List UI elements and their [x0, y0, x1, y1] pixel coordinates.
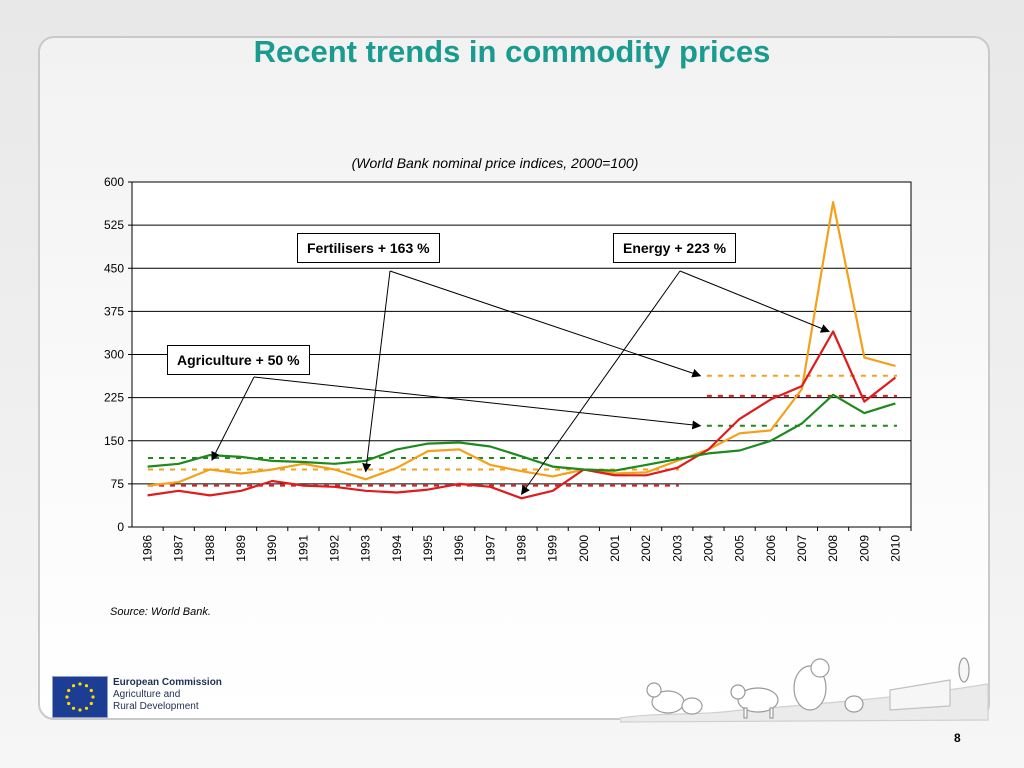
- eu-star-icon: [89, 688, 93, 693]
- y-tick-label: 450: [104, 261, 124, 275]
- energy-callout: Energy + 223 %: [613, 233, 737, 263]
- fertilisers-arrow-2004: [389, 270, 702, 378]
- eu-star-icon: [84, 706, 89, 710]
- eu-star-icon: [89, 701, 93, 706]
- y-tick-label: 525: [104, 218, 124, 232]
- fertilisers-callout: Fertilisers + 163 %: [297, 233, 440, 263]
- chart-axes: 0 75 150 225 300 375 450 525 600 1986 1987 1988 1989…: [104, 175, 912, 562]
- x-tick-label: 1992: [328, 535, 342, 562]
- source-note: Source: World Bank.: [110, 606, 211, 618]
- x-tick-label: 2004: [701, 535, 715, 562]
- x-tick-label: 2010: [888, 535, 902, 562]
- energy-arrow-2008: [679, 270, 830, 333]
- x-tick-label: 1991: [296, 535, 310, 562]
- energy-arrow-1998: [520, 270, 681, 495]
- x-tick-label: 2002: [639, 535, 653, 562]
- eu-star-icon: [67, 701, 71, 706]
- eu-star-icon: [78, 682, 82, 686]
- eu-star-icon: [71, 684, 76, 688]
- y-tick-label: 225: [104, 391, 124, 405]
- agriculture-arrow-2004: [253, 376, 702, 430]
- x-tick-label: 2003: [670, 535, 684, 562]
- eu-star-icon: [84, 684, 89, 688]
- farm-animals-illustration: [620, 657, 989, 723]
- x-tick-label: 1988: [203, 535, 217, 562]
- organisation-name: European Commission Agriculture and Rura…: [113, 677, 222, 713]
- reference-lines: [148, 374, 897, 487]
- y-tick-label: 375: [104, 304, 124, 318]
- x-tick-label: 2007: [795, 535, 809, 562]
- x-tick-label: 1999: [546, 535, 560, 562]
- callout-arrows: [211, 270, 830, 495]
- x-tick-label: 1993: [359, 535, 373, 562]
- org-line-3: Rural Development: [113, 701, 199, 712]
- x-tick-label: 1986: [141, 535, 155, 562]
- x-tick-label: 2009: [857, 535, 871, 562]
- fertilisers-arrow-1993: [362, 270, 391, 473]
- agriculture-arrow-1988: [211, 376, 255, 461]
- x-tick-label: 2001: [608, 535, 622, 562]
- eu-stars-icon: [65, 682, 95, 712]
- y-tick-label: 300: [104, 348, 124, 362]
- x-tick-label: 1994: [390, 535, 404, 562]
- y-tick-label: 600: [104, 175, 124, 189]
- x-tick-label: 1989: [234, 535, 248, 562]
- x-tick-label: 1990: [265, 535, 279, 562]
- eu-star-icon: [91, 695, 95, 699]
- x-tick-label: 2000: [577, 535, 591, 562]
- x-tick-label: 2005: [733, 535, 747, 562]
- x-tick-label: 1987: [172, 535, 186, 562]
- x-tick-label: 1997: [483, 535, 497, 562]
- series-lines: [147, 201, 897, 500]
- x-tick-label: 2006: [764, 535, 778, 562]
- x-tick-label: 1996: [452, 535, 466, 562]
- x-tick-label: 1998: [515, 535, 529, 562]
- page-number: 8: [954, 731, 961, 745]
- eu-flag-logo: [52, 676, 108, 718]
- org-line-2: Agriculture and: [113, 689, 181, 700]
- slide-title: Recent trends in commodity prices: [253, 34, 771, 69]
- eu-star-icon: [78, 708, 82, 712]
- chart-subtitle: (World Bank nominal price indices, 2000=…: [351, 155, 639, 171]
- y-tick-label: 150: [104, 434, 124, 448]
- org-line-1: European Commission: [113, 677, 222, 688]
- x-tick-label: 2008: [826, 535, 840, 562]
- y-tick-label: 0: [117, 520, 124, 534]
- eu-star-icon: [71, 706, 76, 710]
- agriculture-callout: Agriculture + 50 %: [167, 345, 310, 375]
- x-tick-label: 1995: [421, 535, 435, 562]
- eu-star-icon: [67, 688, 71, 693]
- eu-star-icon: [65, 695, 69, 699]
- y-tick-label: 75: [111, 477, 125, 491]
